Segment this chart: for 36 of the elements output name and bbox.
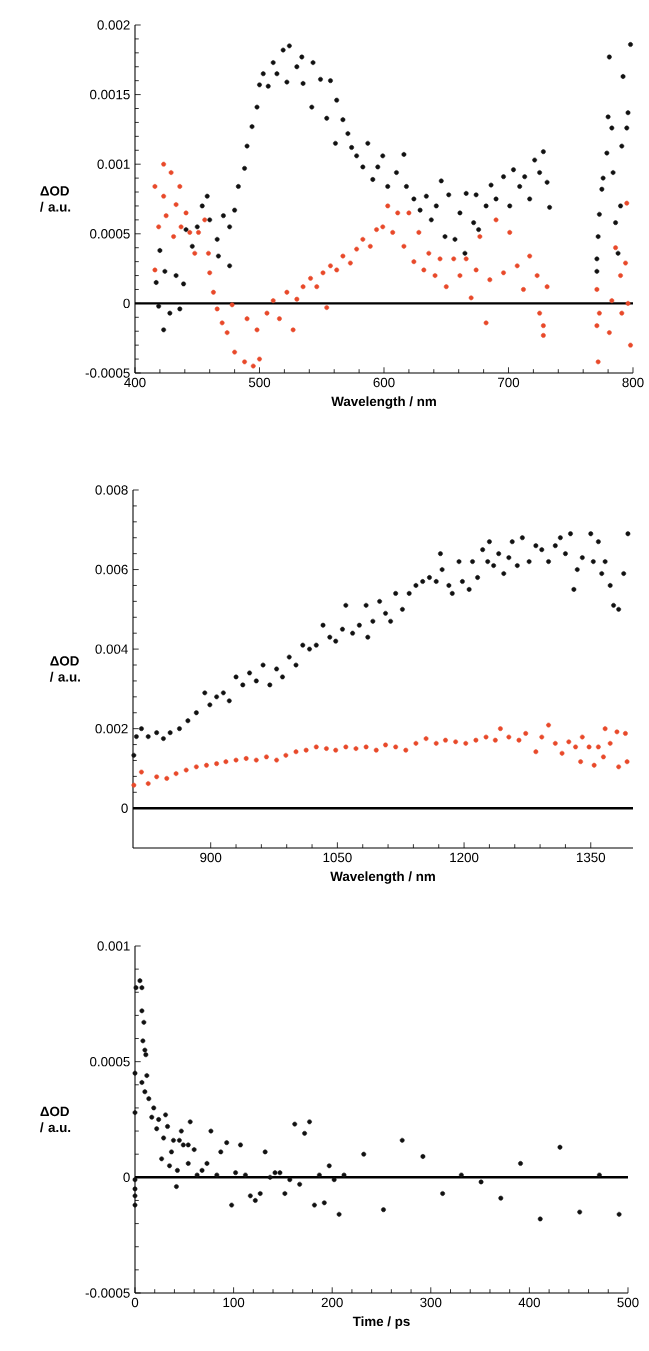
y-tick-label: 0.008 <box>95 485 128 495</box>
x-tick-label: 500 <box>617 1297 639 1308</box>
x-tick-label: 700 <box>498 377 520 388</box>
x-tick-label: 100 <box>223 1297 245 1308</box>
y-tick-label: 0 <box>123 298 130 309</box>
x-tick-label: 1200 <box>450 852 479 863</box>
y-tick-label: -0.0005 <box>85 1288 130 1298</box>
y-tick-label: 0 <box>121 803 128 813</box>
y-tick-label: 0.001 <box>97 941 130 951</box>
x-tick-label: 400 <box>518 1297 541 1308</box>
x-tick-label: 900 <box>200 852 222 863</box>
x-tick-label: 0 <box>132 1297 139 1308</box>
y-tick-label: 0.002 <box>97 20 130 30</box>
x-tick-label: 1350 <box>577 852 606 863</box>
y-tick-label: 0.0015 <box>90 89 130 100</box>
y-tick-label: 0.004 <box>95 644 129 654</box>
x-tick-label: 1050 <box>323 852 352 863</box>
x-tick-label: 600 <box>373 377 395 388</box>
y-axis-title: ΔOD / a.u. <box>50 656 81 682</box>
x-tick-label: 200 <box>321 1297 344 1308</box>
x-tick-label: 300 <box>420 1297 442 1308</box>
y-tick-label: -0.0005 <box>85 368 130 378</box>
y-tick-label: 0.006 <box>95 564 128 575</box>
y-tick-label: 0.002 <box>95 723 128 734</box>
y-axis-title: ΔOD / a.u. <box>40 186 71 212</box>
y-tick-label: 0.0005 <box>90 229 130 239</box>
y-tick-label: 0 <box>123 1172 130 1183</box>
x-tick-label: 800 <box>622 377 644 388</box>
y-tick-label: 0.0005 <box>90 1056 130 1067</box>
x-tick-label: 400 <box>124 377 146 388</box>
x-axis-title: Wavelength / nm <box>330 871 436 884</box>
y-axis-title: ΔOD / a.u. <box>40 1106 71 1133</box>
y-tick-label: 0.001 <box>97 159 130 169</box>
x-tick-label: 500 <box>249 377 271 388</box>
x-axis-title: Time / ps <box>353 1316 410 1329</box>
x-axis-title: Wavelength / nm <box>331 396 437 409</box>
